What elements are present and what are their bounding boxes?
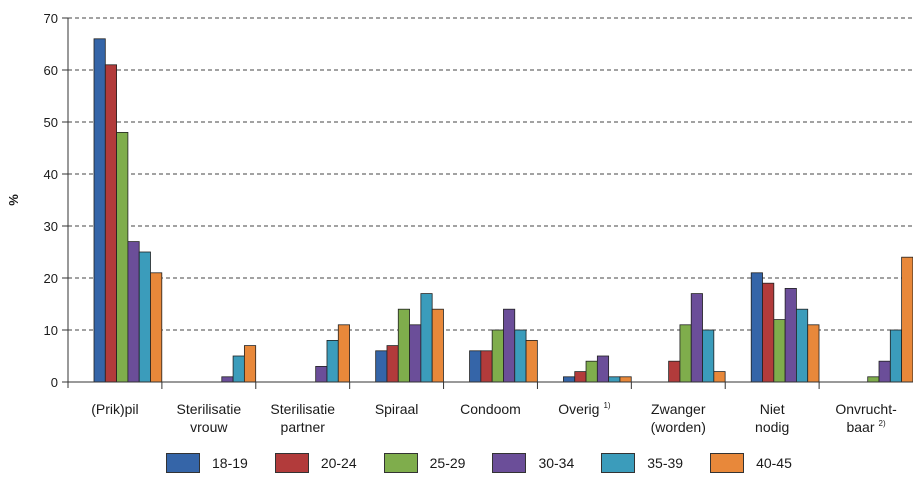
category-label: Sterilisatie partner [270,401,335,435]
bar-chart: 0 10 20 30 40 50 60 70% (Prik)pil Sterilisatie vro… [6,11,913,435]
y-tick-label: 50 [44,115,58,130]
bar [491,329,504,383]
bar [690,293,703,383]
y-tick-label: 10 [44,323,58,338]
bar [431,308,444,383]
legend-item: 40-45 [710,453,792,473]
bar [889,329,903,383]
bar [397,308,410,383]
legend-swatch [383,453,418,473]
bar [679,324,692,383]
bar [514,329,527,383]
chart-legend: 18-19 20-24 25-29 30-34 35-39 40-45 [166,451,819,475]
bar [104,64,118,383]
y-axis-label: % [6,194,21,206]
bar [784,287,797,383]
legend-swatch [492,453,527,473]
bar [750,272,763,383]
legend-swatch [710,453,745,473]
bar [337,324,350,383]
category-label: Spiraal [375,401,419,417]
legend-label: 20-24 [320,455,357,471]
category-label: Zwanger (worden) [651,401,706,435]
bar [480,350,493,383]
category-label: Condoom [460,401,521,417]
bar [138,251,151,383]
bar [469,350,482,383]
bar [127,241,140,383]
legend-label: 18-19 [212,455,248,471]
legend-label: 25-29 [429,455,466,471]
bar [596,355,610,383]
bar [150,272,163,383]
legend-label: 30-34 [538,455,575,471]
legend-swatch [166,453,200,473]
bar [221,376,234,383]
y-tick-label: 60 [44,63,58,78]
category-label: Niet nodig [755,401,789,435]
bar [563,376,576,383]
bar [326,339,339,383]
bar [585,360,598,383]
legend-item: 35-39 [601,453,683,473]
bar [901,256,913,383]
bar [878,360,891,383]
bar [773,319,786,383]
legend-item: 25-29 [383,453,466,473]
bar [386,345,399,383]
bar [608,376,621,383]
y-tick-label: 70 [44,11,58,26]
bar [796,308,809,383]
bar [525,339,538,383]
bar [116,131,129,383]
bar [232,355,245,383]
bar [807,324,820,383]
legend-label: 40-45 [756,455,792,471]
bar [420,293,433,383]
bar [619,376,632,383]
bar [713,371,726,383]
category-label: Onvrucht-baar 2) [835,401,897,435]
category-label: (Prik)pil [91,401,138,417]
legend-item: 30-34 [492,453,574,473]
bar [93,38,106,383]
legend-swatch [274,453,309,473]
y-tick-label: 0 [51,375,58,390]
bar [867,376,880,383]
bar [702,329,715,383]
y-tick-label: 20 [44,271,58,286]
bar [574,371,587,383]
bar [375,350,388,383]
bar [762,282,775,383]
bar [243,345,257,383]
bar [503,308,516,383]
legend-item: 18-19 [166,453,248,473]
category-label: Overig 1) [558,401,611,417]
bar [315,365,328,383]
bar [409,324,422,383]
legend-label: 35-39 [647,455,684,471]
category-label: Sterilisatie vrouw [177,401,242,435]
bar [668,360,681,383]
legend-swatch [601,453,636,473]
legend-item: 20-24 [274,453,357,473]
y-tick-label: 30 [44,219,58,234]
y-tick-label: 40 [44,167,58,182]
